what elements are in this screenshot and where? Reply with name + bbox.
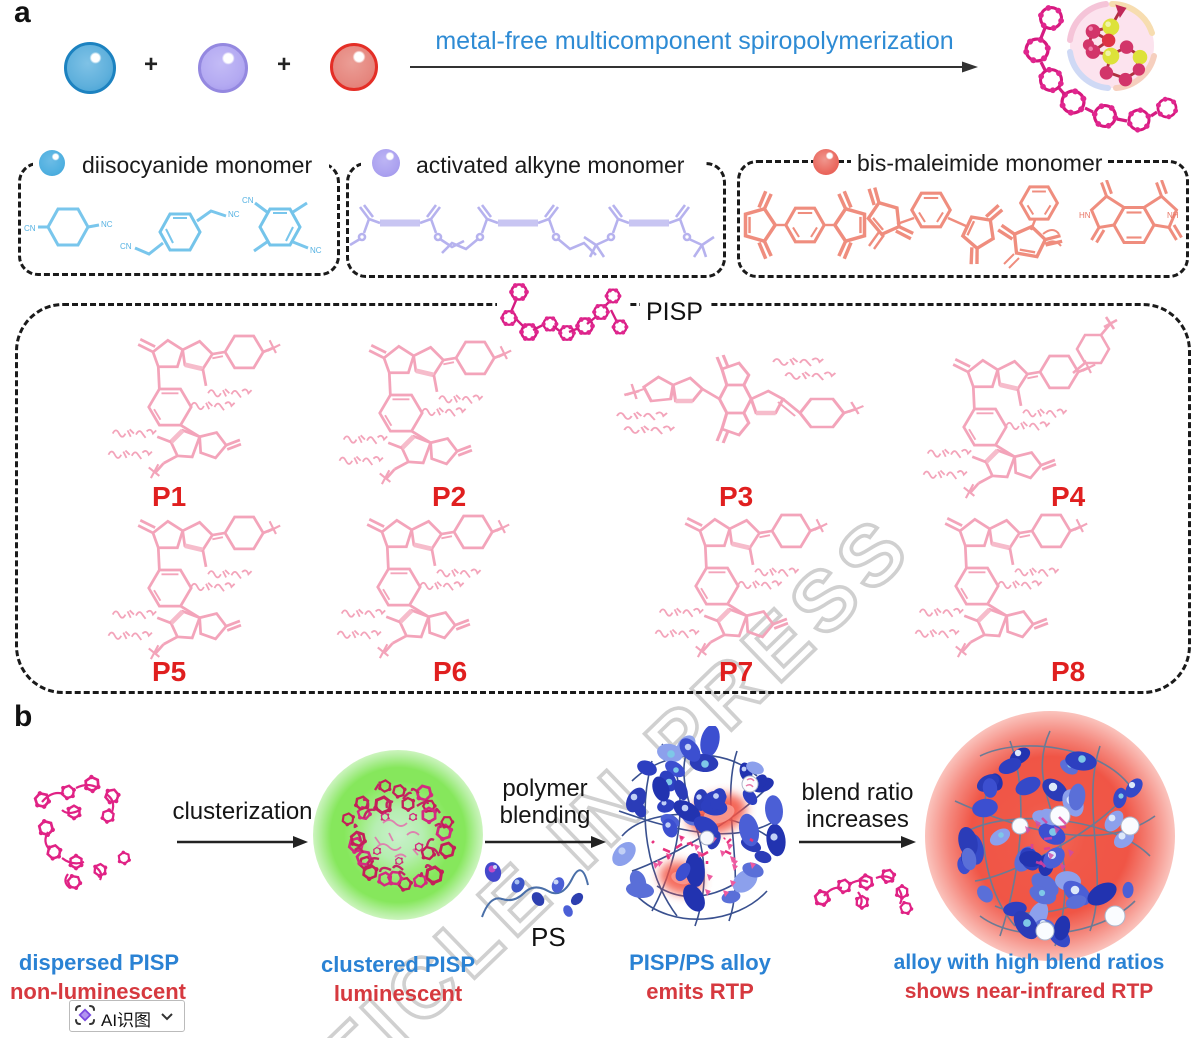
svg-text:NC: NC xyxy=(310,246,322,255)
svg-text:HN: HN xyxy=(1079,211,1091,220)
svg-text:NC: NC xyxy=(101,220,113,229)
svg-text:NH: NH xyxy=(1167,211,1179,220)
svg-text:NC: NC xyxy=(228,210,240,219)
svg-text:CN: CN xyxy=(242,196,254,205)
svg-text:CN: CN xyxy=(120,242,132,251)
svg-text:CN: CN xyxy=(24,224,36,233)
